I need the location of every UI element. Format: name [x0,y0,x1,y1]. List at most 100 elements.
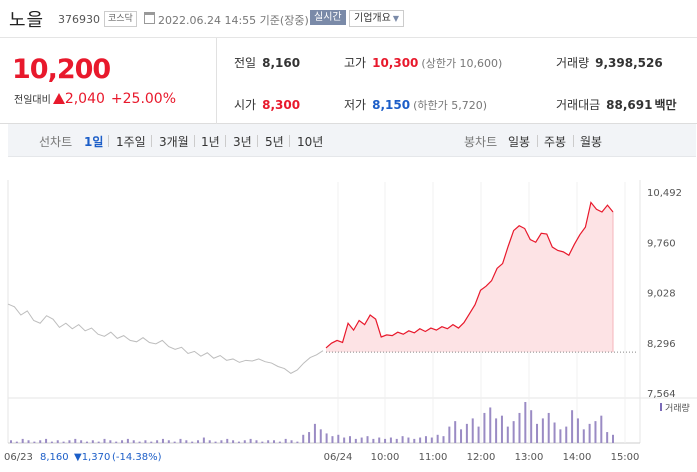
volume-bar [337,434,340,443]
volume-bar [448,426,451,443]
volume-bar [220,440,223,443]
volume-legend-label: 거래량 [665,402,690,414]
volume-bar [161,438,164,443]
tab-divider [194,135,195,147]
volume-bar [407,437,410,443]
prev-day-close: 8,160 [40,452,69,463]
volume-bar [442,436,445,443]
volume-bar [600,415,603,443]
volume-bar [226,438,229,443]
tab-divider [108,135,109,147]
tab-3year[interactable]: 3년 [233,135,252,149]
prev-day-percent: (-14.38%) [112,452,162,463]
company-overview-button[interactable]: 기업개요 ▼ [349,10,404,27]
volume-bar [296,441,299,443]
x-tick-label: 14:00 [563,452,592,463]
chart-period-tabs: 선차트 1일 1주일 3개월 1년 3년 5년 10년 봉차트 일봉 주봉 월봉 [8,124,696,157]
volume-bar [197,440,200,443]
low-label: 저가 [344,98,367,112]
x-tick-label: 12:00 [467,452,496,463]
tab-3month[interactable]: 3개월 [159,135,189,149]
current-price: 10,200 [12,54,111,85]
volume-bar [97,441,100,443]
tab-monthly-candle[interactable]: 월봉 [580,135,603,149]
change-value: 2,040 [64,91,105,107]
volume-bar [80,440,83,443]
up-triangle-icon [52,93,65,104]
volume-bar [144,440,147,443]
realtime-button[interactable]: 실시간 [310,10,346,25]
volume-bar [243,440,246,443]
volume-bar [249,438,252,443]
volume-bar [530,410,533,443]
x-tick-label: 13:00 [515,452,544,463]
tab-weekly-candle[interactable]: 주봉 [544,135,567,149]
volume-bar [389,437,392,443]
change-label: 전일대비 [14,95,51,106]
volume-bar [366,436,369,443]
volume-bar [460,429,463,443]
volume-bar [518,412,521,443]
tab-divider [257,135,258,147]
volume-bar [524,402,527,443]
volume: 거래량 9,398,526 [556,54,663,71]
volume-bar [208,440,211,443]
upper-limit: (상한가 10,600) [421,57,503,70]
volume-bar [267,440,270,443]
volume-bar [360,437,363,443]
prev-day-label: 06/23 [4,452,33,463]
volume-bar [50,441,53,443]
volume-bar [115,441,118,443]
stock-code: 376930 [58,13,100,26]
y-tick-label: 7,564 [647,389,676,400]
volume-bar [348,436,351,443]
price-chart: 10,492 9,760 9,028 8,296 7,564 06/24 10:00 11:0… [4,180,697,463]
tab-10year[interactable]: 10년 [297,135,324,149]
volume-bar [471,418,474,443]
volume-bar [74,438,77,443]
volume-bar [419,437,422,443]
volume-bar [103,438,106,443]
high-value: 10,300 [372,56,419,70]
volume-bar [91,440,94,443]
market-badge: 코스닥 [104,11,137,27]
tab-1year[interactable]: 1년 [201,135,220,149]
lower-limit: (하한가 5,720) [413,99,487,112]
volume-bar [319,429,322,443]
volume-bar [45,438,48,443]
tab-1day[interactable]: 1일 [84,135,104,149]
tab-1week[interactable]: 1주일 [116,135,146,149]
volume-bar [436,434,439,443]
prev-day-price-line [7,303,324,374]
volume-bar [202,437,205,443]
y-tick-label: 10,492 [647,188,682,199]
volume-bar [39,440,42,443]
volume-bar [612,434,614,443]
volume-bar [378,437,381,443]
volume-value: 9,398,526 [595,56,663,70]
volume-bar [10,440,12,443]
volume-bar [109,440,112,443]
tab-daily-candle[interactable]: 일봉 [508,135,531,149]
volume-bar [156,440,159,443]
tab-5year[interactable]: 5년 [265,135,284,149]
volume-bar [27,440,30,443]
x-tick-label: 10:00 [371,452,400,463]
volume-bar [284,438,287,443]
volume-bar [21,438,24,443]
line-chart-label: 선차트 [39,135,73,149]
prev-close: 전일 8,160 [234,54,300,71]
price-summary: 10,200 전일대비 2,040 +25.00% 전일 8,160 시가 8,300 … [0,38,697,124]
volume-bar [15,441,18,443]
x-tick-label: 15:00 [611,452,640,463]
volume-label: 거래량 [556,56,590,70]
tab-divider [151,135,152,147]
tab-divider [289,135,290,147]
volume-bar [571,410,574,443]
tab-divider [573,135,574,147]
volume-bar [582,429,585,443]
volume-bar [138,441,141,443]
amount-unit: 백만 [654,98,677,112]
volume-bar [237,441,240,443]
volume-bar [512,421,515,443]
